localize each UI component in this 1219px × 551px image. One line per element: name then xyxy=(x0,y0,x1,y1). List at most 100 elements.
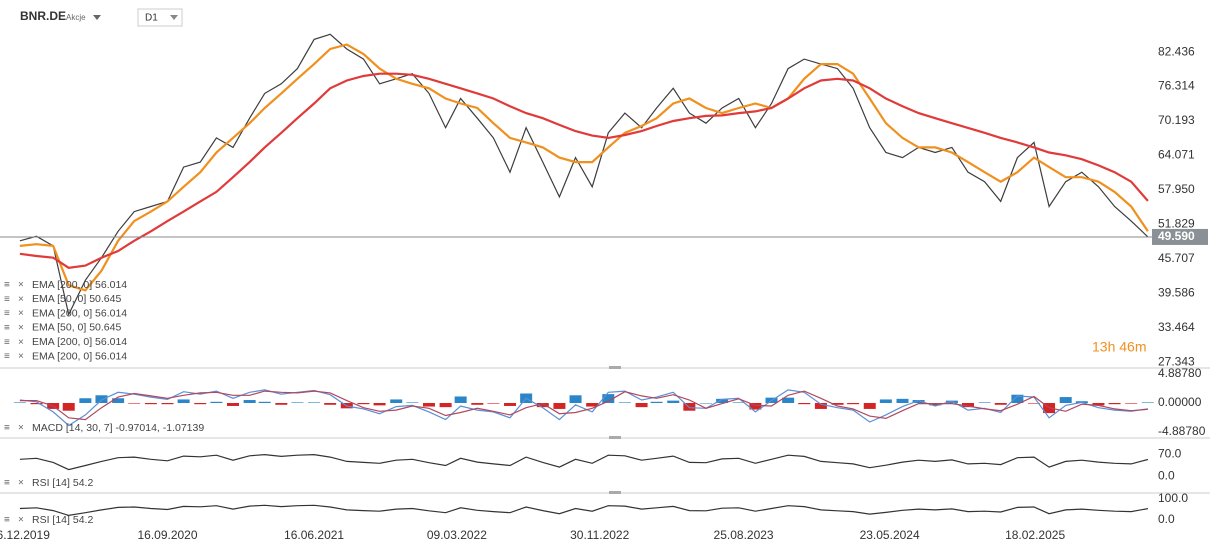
histogram-bar xyxy=(79,398,92,403)
histogram-bar xyxy=(504,403,517,406)
histogram-bar xyxy=(454,396,467,403)
last-price-box xyxy=(1152,228,1208,245)
icon-menu[interactable]: ≡ xyxy=(4,323,10,334)
histogram-bar xyxy=(471,403,484,405)
symbol-dropdown[interactable] xyxy=(93,15,101,20)
histogram-bar xyxy=(177,399,190,403)
histogram-bar xyxy=(716,398,729,403)
histogram-bar xyxy=(749,403,762,410)
icon-close[interactable]: × xyxy=(18,478,24,489)
histogram-bar xyxy=(1125,403,1138,404)
x-tick-label: 18.02.2025 xyxy=(1005,528,1065,542)
icon-menu[interactable]: ≡ xyxy=(4,515,10,526)
histogram-bar xyxy=(635,403,648,408)
histogram-bar xyxy=(732,402,745,403)
y-tick-label: 51.829 xyxy=(1158,217,1195,231)
indicator-label: MACD [14, 30, 7] -0.97014, -1.07139 xyxy=(32,422,204,434)
icon-menu[interactable]: ≡ xyxy=(4,308,10,319)
histogram-bar xyxy=(863,403,876,409)
y-tick-label: 100.0 xyxy=(1158,491,1188,505)
histogram-bar xyxy=(95,395,108,403)
histogram-bar xyxy=(258,401,271,403)
panel-resize-handle[interactable] xyxy=(609,436,621,439)
histogram-bar xyxy=(227,403,240,406)
icon-close[interactable]: × xyxy=(18,351,24,362)
histogram-bar xyxy=(210,401,223,403)
x-tick-label: 16.06.2021 xyxy=(284,528,344,542)
icon-menu[interactable]: ≡ xyxy=(4,351,10,362)
icon-close[interactable]: × xyxy=(18,280,24,291)
indicator-line xyxy=(19,43,1149,292)
icon-close[interactable]: × xyxy=(18,423,24,434)
histogram-bar xyxy=(390,399,403,403)
histogram-bar xyxy=(144,403,157,405)
histogram-bar xyxy=(814,403,827,409)
icon-close[interactable]: × xyxy=(18,323,24,334)
indicator-line xyxy=(19,72,1149,269)
icon-menu[interactable]: ≡ xyxy=(4,294,10,305)
icon-menu[interactable]: ≡ xyxy=(4,280,10,291)
histogram-bar xyxy=(667,400,680,403)
histogram-bar xyxy=(536,403,549,408)
histogram-bar xyxy=(602,394,615,403)
histogram-bar xyxy=(291,402,304,403)
histogram-bar xyxy=(847,403,860,405)
y-tick-label: 70.0 xyxy=(1158,447,1182,461)
histogram-bar xyxy=(978,402,991,403)
last-price-label: 49.590 xyxy=(1158,229,1195,243)
histogram-bar xyxy=(798,403,811,405)
histogram-bar xyxy=(112,398,125,403)
icon-close[interactable]: × xyxy=(18,294,24,305)
histogram-bar xyxy=(782,397,795,403)
timeframe-box[interactable] xyxy=(137,8,183,27)
icon-menu[interactable]: ≡ xyxy=(4,478,10,489)
y-tick-label: 0.00000 xyxy=(1158,395,1202,409)
indicator-label: RSI [14] 54.2 xyxy=(32,477,93,489)
x-tick-label: 30.11.2022 xyxy=(570,528,629,542)
timeframe-dropdown[interactable] xyxy=(170,15,178,20)
histogram-bar xyxy=(357,403,370,405)
histogram-bar xyxy=(487,403,500,404)
asset-type: Akcje xyxy=(66,13,86,22)
y-tick-label: 0.0 xyxy=(1158,512,1175,526)
indicator-label: EMA [200, 0] 56.014 xyxy=(32,307,127,319)
indicator-label: EMA [200, 0] 56.014 xyxy=(32,336,127,348)
y-tick-label: 82.436 xyxy=(1158,44,1195,58)
x-tick-label: 23.05.2024 xyxy=(860,528,920,542)
histogram-bar xyxy=(586,403,599,407)
icon-close[interactable]: × xyxy=(18,337,24,348)
histogram-bar xyxy=(1011,394,1024,403)
icon-menu[interactable]: ≡ xyxy=(4,337,10,348)
histogram-bar xyxy=(275,403,288,405)
price-line xyxy=(19,33,1149,317)
histogram-bar xyxy=(30,403,43,405)
indicator-label: EMA [50, 0] 50.645 xyxy=(32,293,121,305)
histogram-bar xyxy=(961,403,974,408)
y-tick-label: 70.193 xyxy=(1158,113,1195,127)
histogram-bar xyxy=(912,400,925,403)
histogram-bar xyxy=(1059,397,1072,403)
histogram-bar xyxy=(699,403,712,404)
indicator-line xyxy=(19,390,1148,421)
symbol[interactable]: BNR.DE xyxy=(20,9,66,23)
icon-close[interactable]: × xyxy=(18,515,24,526)
y-tick-label: 27.343 xyxy=(1158,354,1195,368)
histogram-bar xyxy=(831,403,844,405)
timeframe[interactable]: D1 xyxy=(145,13,158,24)
icon-menu[interactable]: ≡ xyxy=(4,423,10,434)
y-tick-label: 64.071 xyxy=(1158,148,1195,162)
histogram-bar xyxy=(1092,403,1105,406)
histogram-bar xyxy=(308,402,321,403)
histogram-bar xyxy=(373,403,386,406)
x-tick-label: 16.12.2019 xyxy=(0,528,50,542)
indicator-line xyxy=(19,453,1149,471)
panel-resize-handle[interactable] xyxy=(609,491,621,494)
panel-resize-handle[interactable] xyxy=(609,366,621,369)
histogram-bar xyxy=(896,398,909,403)
icon-close[interactable]: × xyxy=(18,308,24,319)
histogram-bar xyxy=(406,402,419,403)
histogram-bar xyxy=(1141,402,1154,403)
indicator-line xyxy=(19,504,1149,517)
